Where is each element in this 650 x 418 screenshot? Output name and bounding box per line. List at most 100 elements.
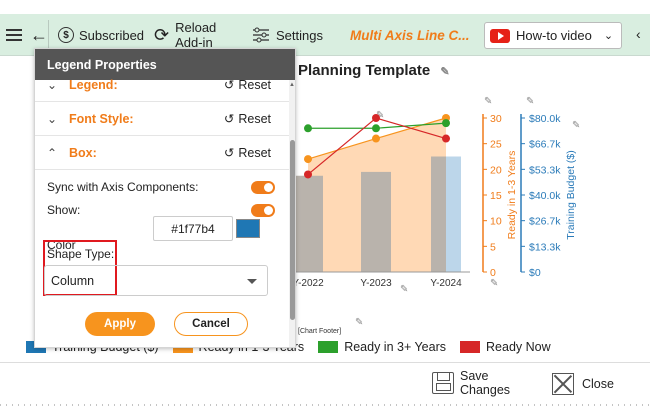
right-axis-tick-label: $80.0k: [529, 113, 561, 125]
section-font-style[interactable]: ⌄ Font Style: ↺ Reset: [35, 102, 289, 136]
series-point[interactable]: [372, 134, 380, 143]
chevron-down-icon: ⌄: [47, 77, 58, 92]
sync-label: Sync with Axis Components:: [47, 180, 199, 194]
left-axis-tick-label: 15: [490, 190, 502, 202]
edit-pencil-icon[interactable]: ✎: [355, 317, 363, 328]
color-hex-input[interactable]: #1f77b4: [153, 216, 233, 241]
caret-down-icon: [247, 279, 257, 284]
shape-type-select[interactable]: Column: [44, 265, 268, 296]
legend-swatch: [460, 341, 481, 353]
right-axis-tick-label: $13.3k: [529, 241, 561, 253]
left-axis-tick-label: 25: [490, 139, 502, 151]
show-toggle[interactable]: [251, 204, 275, 217]
left-axis-tick-label: 30: [490, 113, 502, 125]
toolbar-divider: [48, 20, 49, 50]
edit-pencil-icon[interactable]: ✎: [490, 278, 498, 289]
sliders-icon: [253, 27, 269, 43]
show-label: Show:: [47, 203, 81, 217]
right-axis-tick-label: $66.7k: [529, 139, 561, 151]
right-axis-title: Training Budget ($): [565, 150, 577, 240]
back-arrow-icon[interactable]: ←: [30, 24, 48, 45]
undo-icon: ↺: [223, 146, 235, 160]
close-icon: [552, 373, 574, 395]
howto-label: How-to video: [516, 28, 592, 43]
left-axis-tick-label: 20: [490, 164, 502, 176]
chart-footer-tag[interactable]: [Chart Footer]: [298, 328, 342, 335]
shape-type-label: Shape Type:: [47, 247, 115, 261]
chevron-up-icon: ⌃: [47, 145, 58, 160]
left-axis-tick-label: 0: [490, 267, 496, 279]
howto-video-dropdown[interactable]: How-to video ⌄: [484, 22, 622, 49]
chevron-left-icon[interactable]: ‹: [636, 26, 641, 42]
legend-properties-panel: Legend Properties ⌄ Legend: ↺ Reset ⌄ Fon…: [34, 48, 296, 348]
right-axis-tick-label: $26.7k: [529, 216, 561, 228]
x-axis-tick-label: Y-2022: [292, 278, 324, 289]
left-axis-tick-label: 10: [490, 216, 502, 228]
series-point[interactable]: [372, 114, 380, 122]
legend-item-ready-3plus[interactable]: Ready in 3+ Years: [318, 340, 446, 354]
close-button[interactable]: Close: [552, 373, 614, 395]
reset-button[interactable]: ↺ Reset: [223, 77, 271, 93]
chart-title[interactable]: Planning Template ✎: [298, 62, 450, 79]
series-point[interactable]: [442, 119, 450, 128]
save-icon: [432, 372, 454, 394]
bar-training-budget[interactable]: [293, 175, 323, 272]
panel-scrollbar[interactable]: ▲: [289, 80, 295, 347]
legend-item-ready-now[interactable]: Ready Now: [460, 340, 551, 354]
toolbar: ← $ Subscribed ⟳ Reload Add-in Settings: [0, 14, 650, 56]
chevron-down-icon: ⌄: [603, 30, 614, 42]
subscribed-label: Subscribed: [79, 27, 145, 43]
left-axis-title: Ready in 1-3 Years: [506, 151, 518, 240]
series-point[interactable]: [304, 124, 312, 133]
section-legend[interactable]: ⌄ Legend: ↺ Reset: [35, 68, 289, 102]
reset-button[interactable]: ↺ Reset: [223, 145, 271, 161]
right-axis-tick-label: $0: [529, 267, 541, 279]
series-point[interactable]: [442, 134, 450, 143]
edit-pencil-icon[interactable]: ✎: [400, 284, 408, 295]
scroll-up-icon[interactable]: ▲: [289, 82, 295, 88]
series-point[interactable]: [304, 170, 312, 179]
bar-training-budget[interactable]: [361, 171, 391, 272]
bottom-bar: Save Changes Close: [0, 362, 650, 402]
x-axis-tick-label: Y-2024: [430, 278, 462, 289]
addin-title: Multi Axis Line C...: [350, 27, 470, 43]
cancel-button[interactable]: Cancel: [174, 312, 248, 336]
left-axis-tick-label: 5: [490, 241, 496, 253]
subscribed-button[interactable]: $ Subscribed: [58, 14, 144, 56]
chevron-down-icon: ⌄: [47, 111, 58, 126]
edit-pencil-icon[interactable]: ✎: [440, 66, 450, 78]
settings-label: Settings: [276, 27, 323, 43]
youtube-icon: [490, 28, 510, 43]
color-swatch[interactable]: [236, 219, 260, 238]
settings-button[interactable]: Settings: [252, 14, 323, 56]
save-changes-button[interactable]: Save Changes: [432, 369, 510, 397]
reload-addin-button[interactable]: ⟳ Reload Add-in: [154, 14, 216, 56]
addin-label: Add-in: [175, 35, 213, 50]
undo-icon: ↺: [223, 78, 235, 92]
dotted-divider: [0, 404, 650, 406]
series-point[interactable]: [372, 124, 380, 133]
edit-pencil-icon[interactable]: ✎: [484, 96, 492, 107]
series-point[interactable]: [304, 155, 312, 164]
bar-training-budget-shade: [431, 156, 446, 272]
dollar-icon: $: [58, 27, 74, 43]
apply-button[interactable]: Apply: [85, 312, 155, 336]
scroll-thumb[interactable]: [290, 140, 295, 320]
edit-pencil-icon[interactable]: ✎: [572, 120, 580, 131]
panel-title: Legend Properties: [35, 49, 295, 80]
edit-pencil-icon[interactable]: ✎: [526, 96, 534, 107]
right-axis-tick-label: $53.3k: [529, 164, 561, 176]
x-axis-tick-label: Y-2023: [360, 278, 392, 289]
menu-icon[interactable]: [4, 14, 24, 56]
reset-button[interactable]: ↺ Reset: [223, 111, 271, 127]
undo-icon: ↺: [223, 112, 235, 126]
edit-pencil-icon[interactable]: ✎: [376, 110, 384, 121]
sync-toggle[interactable]: [251, 181, 275, 194]
reload-icon: ⟳: [154, 24, 170, 45]
legend-swatch: [318, 341, 339, 353]
right-axis-tick-label: $40.0k: [529, 190, 561, 202]
reload-label: Reload: [175, 20, 217, 35]
section-box[interactable]: ⌃ Box: ↺ Reset: [35, 136, 289, 170]
